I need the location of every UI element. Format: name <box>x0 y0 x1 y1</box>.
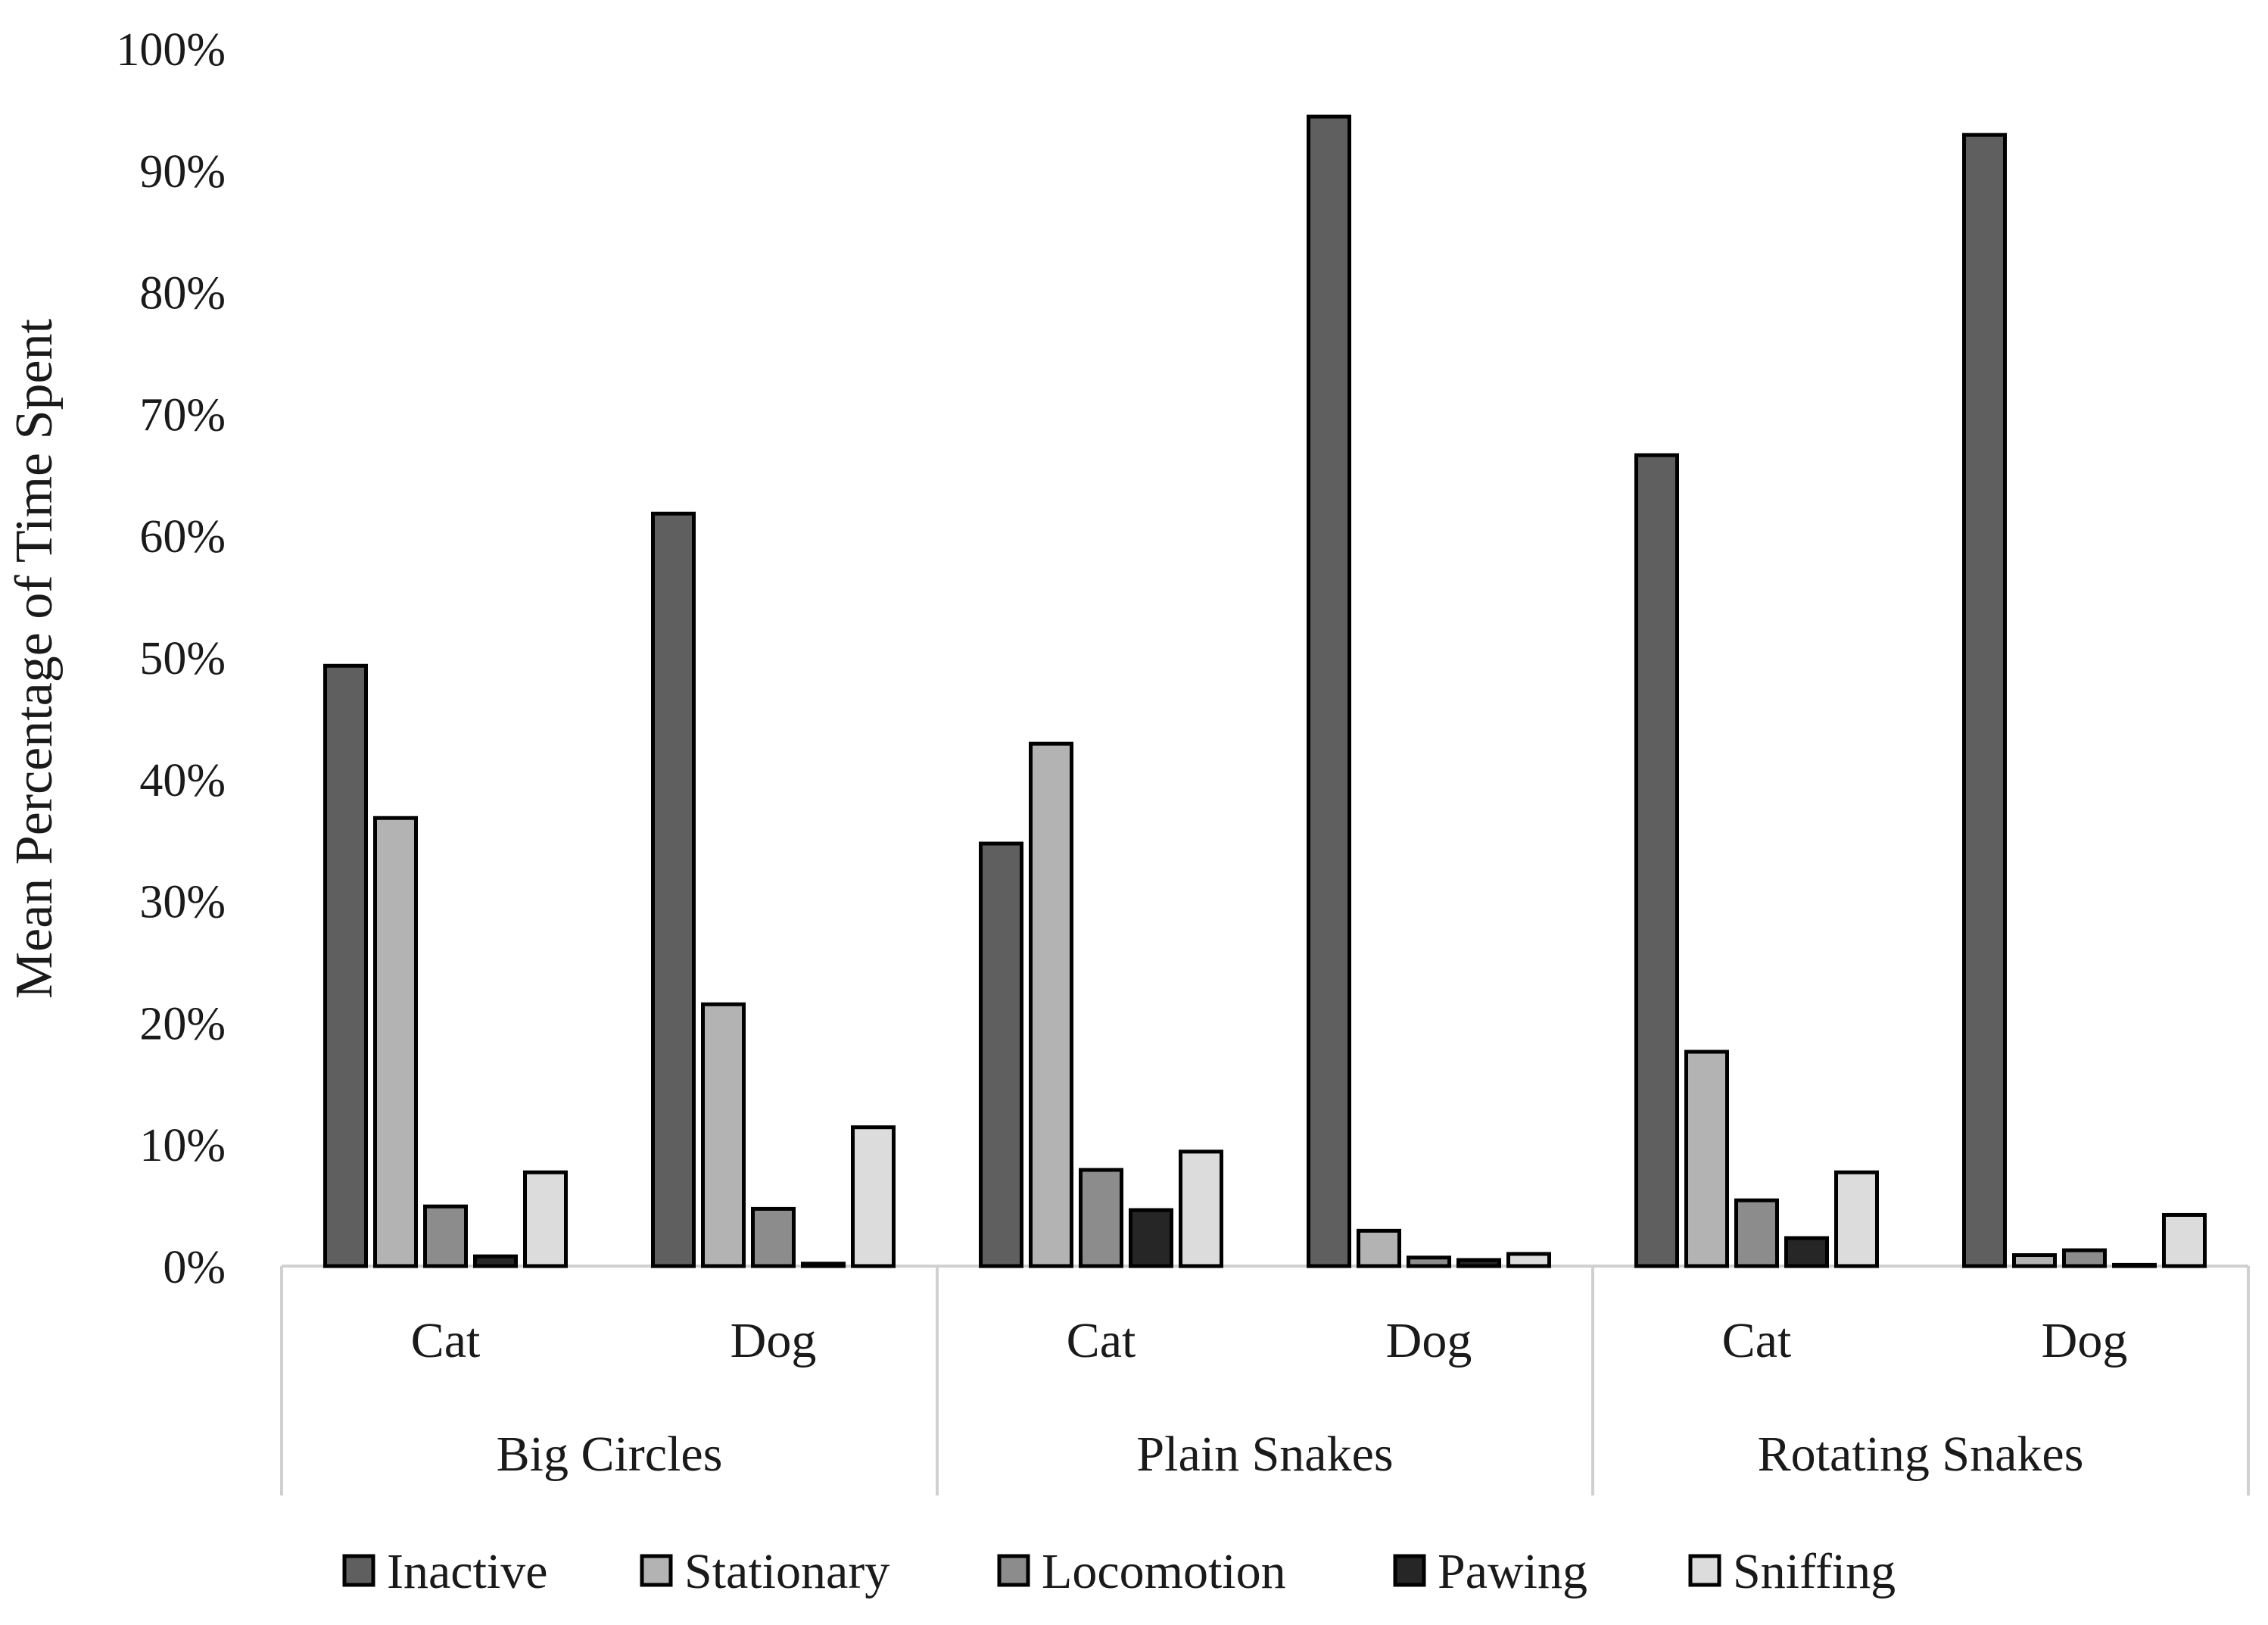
legend-swatch <box>640 1554 673 1587</box>
bar-sniffing <box>2162 1212 2207 1268</box>
x-group-label: Big Circles <box>497 1427 723 1482</box>
legend-swatch <box>342 1554 375 1587</box>
bar-locomotion <box>423 1204 468 1268</box>
bar-pawing <box>2112 1262 2157 1268</box>
bar-locomotion <box>2062 1248 2107 1268</box>
bar-inactive <box>1634 453 1679 1268</box>
x-category-label: Cat <box>1067 1313 1136 1368</box>
bar-stationary <box>701 1002 746 1268</box>
y-tick-label: 10% <box>139 1120 226 1171</box>
y-tick-label: 60% <box>139 511 226 563</box>
bar-inactive <box>323 663 368 1268</box>
bar-stationary <box>1357 1228 1401 1268</box>
bar-locomotion <box>751 1206 796 1268</box>
x-group-label: Plain Snakes <box>1136 1427 1393 1482</box>
y-tick-label: 0% <box>163 1242 226 1293</box>
y-tick-label: 30% <box>139 877 226 928</box>
x-category-label: Cat <box>1722 1313 1792 1368</box>
bar-locomotion <box>1407 1255 1451 1268</box>
y-tick-label: 100% <box>116 24 226 76</box>
y-axis-title: Mean Percentage of Time Spent <box>5 318 64 999</box>
bar-inactive <box>651 511 696 1268</box>
y-tick-label: 70% <box>139 389 226 441</box>
y-axis-ticks: 0% 10% 20% 30% 40% 50% 60% 70% 80% 90% 100% <box>116 24 226 1293</box>
bar-pawing <box>801 1262 846 1268</box>
bar-stationary <box>1684 1050 1729 1268</box>
bar-inactive <box>979 841 1023 1268</box>
x-category-label: Dog <box>2042 1313 2128 1368</box>
bar-stationary <box>373 816 418 1268</box>
y-tick-label: 80% <box>139 268 226 320</box>
x-group-label: Rotating Snakes <box>1758 1427 2084 1482</box>
legend-label: Sniffing <box>1733 1544 1896 1599</box>
y-tick-label: 40% <box>139 755 226 806</box>
y-tick-label: 20% <box>139 998 226 1050</box>
legend: Inactive Stationary Locomotion Pawing Sniffi… <box>342 1544 1896 1599</box>
legend-label: Inactive <box>387 1544 548 1599</box>
bar-pawing <box>1129 1208 1173 1268</box>
bar-pawing <box>1784 1236 1829 1268</box>
bar-pawing <box>473 1254 518 1268</box>
bar-sniffing <box>1179 1149 1223 1268</box>
bar-sniffing <box>1834 1170 1879 1268</box>
bar-stationary <box>2012 1253 2057 1268</box>
bar-sniffing <box>523 1170 568 1268</box>
bar-locomotion <box>1734 1198 1779 1268</box>
bar-inactive <box>1962 133 2007 1268</box>
legend-label: Locomotion <box>1042 1544 1286 1599</box>
x-category-label: Dog <box>1386 1313 1472 1368</box>
y-tick-label: 50% <box>139 633 226 685</box>
x-category-label: Cat <box>411 1313 481 1368</box>
bar-inactive <box>1307 114 1351 1268</box>
bar-stationary <box>1029 741 1073 1268</box>
bar-sniffing <box>851 1125 896 1268</box>
bar-sniffing <box>1506 1252 1551 1268</box>
legend-swatch <box>1688 1554 1721 1587</box>
legend-label: Stationary <box>684 1544 889 1599</box>
legend-label: Pawing <box>1438 1544 1587 1599</box>
bar-pawing <box>1456 1258 1501 1268</box>
legend-swatch <box>1393 1554 1426 1587</box>
bar-locomotion <box>1079 1168 1123 1268</box>
bars <box>323 114 2207 1268</box>
axis-frame <box>280 1265 2250 1496</box>
x-axis-labels: Cat Dog Big Circles Cat Dog Plain Snakes Cat Do… <box>411 1313 2128 1482</box>
legend-swatch <box>997 1554 1030 1587</box>
x-category-label: Dog <box>731 1313 817 1368</box>
y-tick-label: 90% <box>139 146 226 198</box>
